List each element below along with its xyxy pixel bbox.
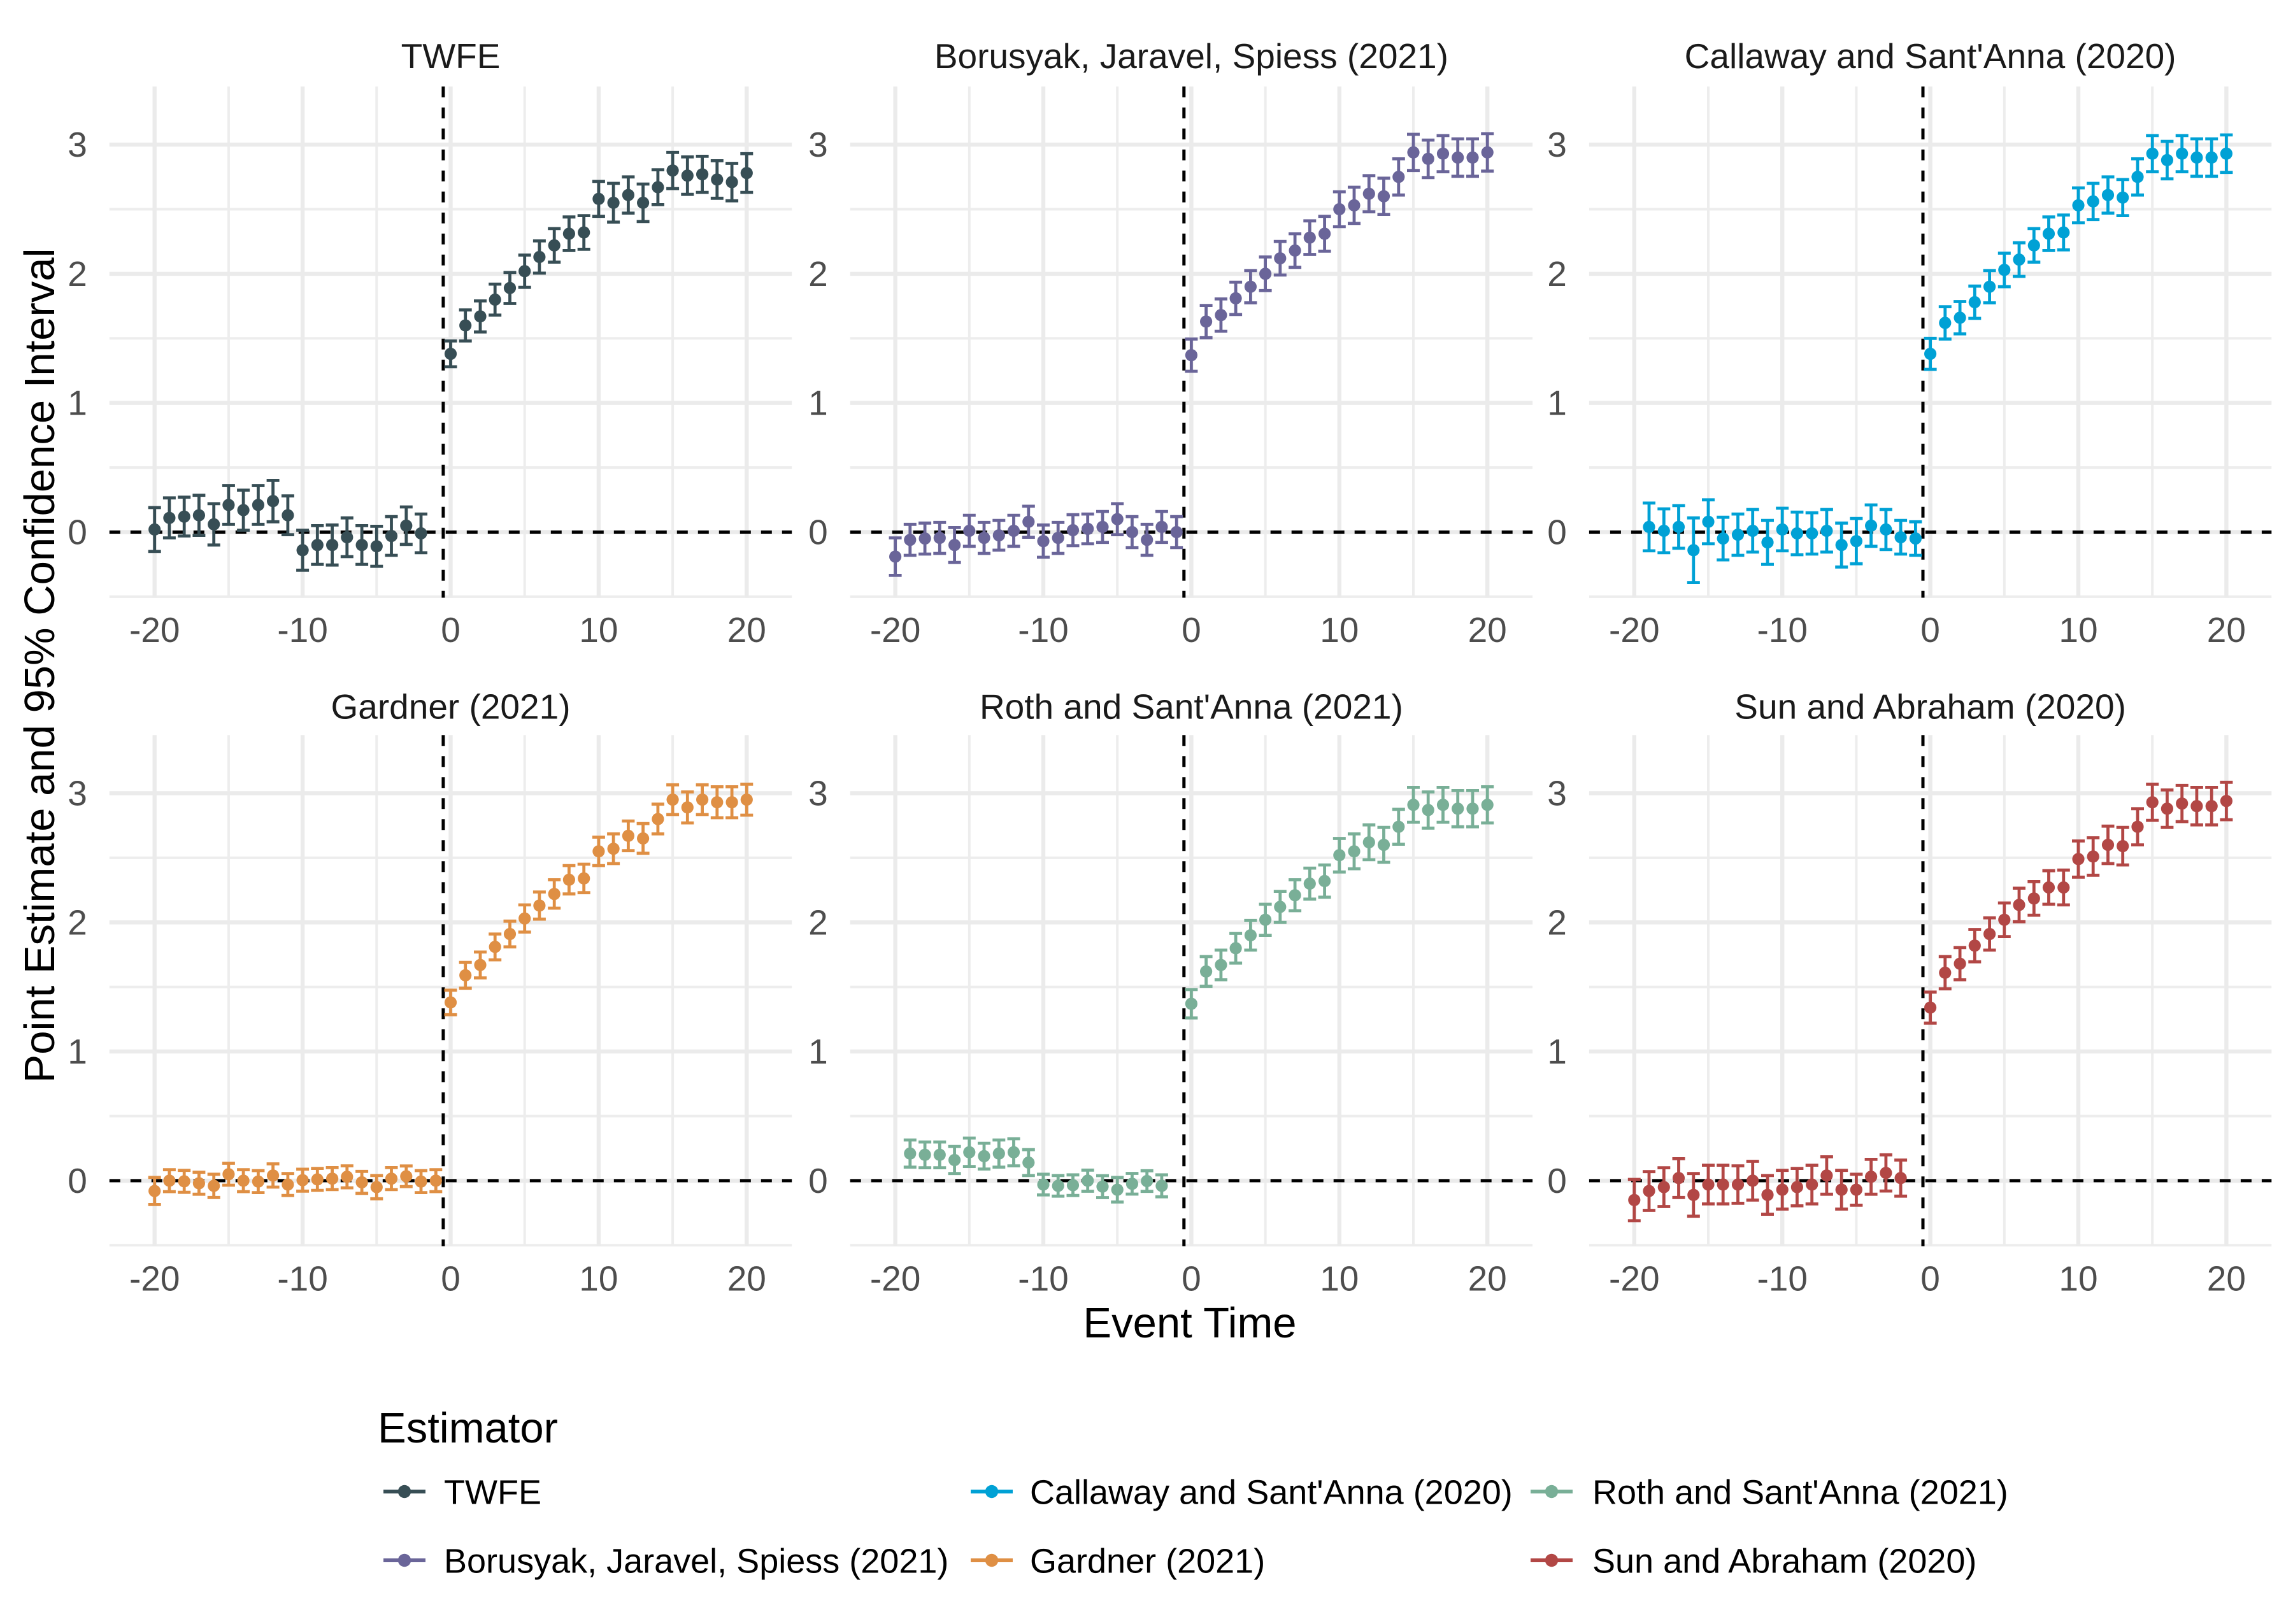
svg-text:20: 20 bbox=[2207, 610, 2246, 650]
svg-text:20: 20 bbox=[1468, 1258, 1507, 1298]
svg-text:2: 2 bbox=[68, 254, 87, 294]
svg-text:2: 2 bbox=[68, 902, 87, 942]
svg-text:1: 1 bbox=[808, 1032, 828, 1071]
svg-text:0: 0 bbox=[1920, 1258, 1940, 1298]
svg-text:1: 1 bbox=[808, 383, 828, 423]
svg-text:3: 3 bbox=[808, 774, 828, 813]
svg-text:Roth and Sant'Anna (2021): Roth and Sant'Anna (2021) bbox=[980, 687, 1403, 727]
svg-text:2: 2 bbox=[808, 902, 828, 942]
svg-text:Roth and Sant'Anna (2021): Roth and Sant'Anna (2021) bbox=[1592, 1474, 2008, 1512]
svg-text:10: 10 bbox=[2059, 610, 2097, 650]
svg-text:0: 0 bbox=[68, 1161, 87, 1200]
svg-text:20: 20 bbox=[2207, 1258, 2246, 1298]
svg-text:10: 10 bbox=[2059, 1258, 2097, 1298]
svg-text:Callaway and Sant'Anna (2020): Callaway and Sant'Anna (2020) bbox=[1030, 1474, 1513, 1512]
svg-text:3: 3 bbox=[68, 125, 87, 164]
svg-text:-20: -20 bbox=[129, 610, 180, 650]
svg-text:-10: -10 bbox=[1018, 1258, 1069, 1298]
svg-text:Estimator: Estimator bbox=[378, 1404, 558, 1452]
svg-text:-20: -20 bbox=[870, 610, 921, 650]
svg-text:-20: -20 bbox=[1609, 1258, 1660, 1298]
svg-text:0: 0 bbox=[441, 610, 461, 650]
svg-text:1: 1 bbox=[1547, 383, 1567, 423]
svg-text:Sun and Abraham (2020): Sun and Abraham (2020) bbox=[1592, 1542, 1976, 1581]
svg-text:0: 0 bbox=[1182, 610, 1201, 650]
svg-text:10: 10 bbox=[1320, 610, 1359, 650]
svg-text:Event Time: Event Time bbox=[1083, 1299, 1296, 1347]
svg-text:2: 2 bbox=[1547, 902, 1567, 942]
svg-text:-10: -10 bbox=[1018, 610, 1069, 650]
svg-text:1: 1 bbox=[1547, 1032, 1567, 1071]
svg-text:0: 0 bbox=[808, 1161, 828, 1200]
svg-text:Callaway and Sant'Anna (2020): Callaway and Sant'Anna (2020) bbox=[1685, 36, 2176, 76]
svg-text:0: 0 bbox=[808, 513, 828, 552]
svg-text:Borusyak, Jaravel, Spiess (202: Borusyak, Jaravel, Spiess (2021) bbox=[934, 36, 1448, 76]
svg-text:1: 1 bbox=[68, 383, 87, 423]
svg-text:-10: -10 bbox=[277, 1258, 328, 1298]
svg-text:Gardner (2021): Gardner (2021) bbox=[1030, 1542, 1265, 1581]
svg-text:3: 3 bbox=[808, 125, 828, 164]
svg-text:-20: -20 bbox=[1609, 610, 1660, 650]
svg-text:3: 3 bbox=[1547, 125, 1567, 164]
svg-text:1: 1 bbox=[68, 1032, 87, 1071]
svg-text:Borusyak, Jaravel, Spiess (202: Borusyak, Jaravel, Spiess (2021) bbox=[444, 1542, 948, 1581]
svg-text:10: 10 bbox=[579, 610, 618, 650]
svg-text:0: 0 bbox=[1547, 513, 1567, 552]
svg-text:3: 3 bbox=[68, 774, 87, 813]
svg-text:Point Estimate and 95% Confide: Point Estimate and 95% Confidence Interv… bbox=[16, 248, 64, 1083]
svg-text:Gardner (2021): Gardner (2021) bbox=[331, 687, 570, 727]
svg-text:0: 0 bbox=[441, 1258, 461, 1298]
svg-text:0: 0 bbox=[1182, 1258, 1201, 1298]
svg-text:2: 2 bbox=[808, 254, 828, 294]
svg-text:20: 20 bbox=[727, 610, 766, 650]
svg-text:Sun and Abraham (2020): Sun and Abraham (2020) bbox=[1734, 687, 2126, 727]
svg-text:-10: -10 bbox=[1757, 1258, 1808, 1298]
svg-text:20: 20 bbox=[1468, 610, 1507, 650]
svg-text:3: 3 bbox=[1547, 774, 1567, 813]
svg-text:-10: -10 bbox=[277, 610, 328, 650]
svg-text:-20: -20 bbox=[129, 1258, 180, 1298]
svg-text:-20: -20 bbox=[870, 1258, 921, 1298]
svg-text:0: 0 bbox=[1547, 1161, 1567, 1200]
svg-text:-10: -10 bbox=[1757, 610, 1808, 650]
svg-text:0: 0 bbox=[1920, 610, 1940, 650]
svg-text:10: 10 bbox=[579, 1258, 618, 1298]
svg-text:TWFE: TWFE bbox=[444, 1474, 541, 1512]
svg-text:TWFE: TWFE bbox=[401, 36, 501, 76]
svg-text:2: 2 bbox=[1547, 254, 1567, 294]
svg-text:20: 20 bbox=[727, 1258, 766, 1298]
svg-text:10: 10 bbox=[1320, 1258, 1359, 1298]
svg-text:0: 0 bbox=[68, 513, 87, 552]
